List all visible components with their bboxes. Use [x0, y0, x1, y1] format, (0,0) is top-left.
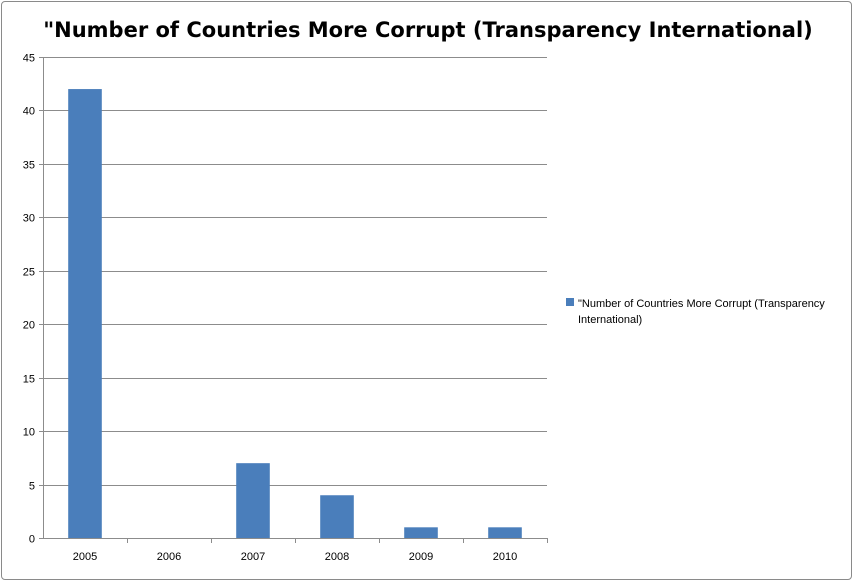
y-tick-label: 35 [23, 160, 35, 172]
y-tick-label: 30 [23, 213, 35, 225]
x-tick-label: 2005 [73, 551, 97, 563]
bar-2007 [236, 463, 270, 538]
legend-label-line-1: "Number of Countries More Corrupt (Trans… [578, 298, 825, 310]
y-tick-label: 5 [29, 481, 35, 493]
y-tick-labels: 0 5 10 15 20 25 30 35 40 45 [23, 53, 35, 546]
bar-2008 [320, 495, 354, 538]
axes [39, 57, 548, 543]
chart-title: "Number of Countries More Corrupt (Trans… [43, 18, 813, 42]
y-tick-label: 20 [23, 320, 35, 332]
x-tick-label: 2008 [325, 551, 349, 563]
x-tick-labels: 2005 2006 2007 2008 2009 2010 [73, 551, 517, 563]
y-tick-label: 15 [23, 374, 35, 386]
y-tick-label: 40 [23, 106, 35, 118]
y-tick-label: 25 [23, 267, 35, 279]
bars [68, 89, 522, 539]
x-tick-label: 2009 [409, 551, 433, 563]
x-tick-label: 2007 [241, 551, 265, 563]
bar-2005 [68, 89, 102, 539]
y-tick-label: 10 [23, 427, 35, 439]
y-tick-label: 0 [29, 534, 35, 546]
x-tick-label: 2010 [493, 551, 517, 563]
legend: "Number of Countries More Corrupt (Trans… [566, 298, 825, 326]
bar-2010 [488, 527, 522, 538]
gridlines [43, 57, 547, 486]
y-tick-label: 45 [23, 53, 35, 65]
bar-2009 [404, 527, 438, 538]
legend-swatch [566, 298, 574, 306]
x-tick-label: 2006 [157, 551, 181, 563]
legend-label-line-2: International) [578, 314, 642, 326]
